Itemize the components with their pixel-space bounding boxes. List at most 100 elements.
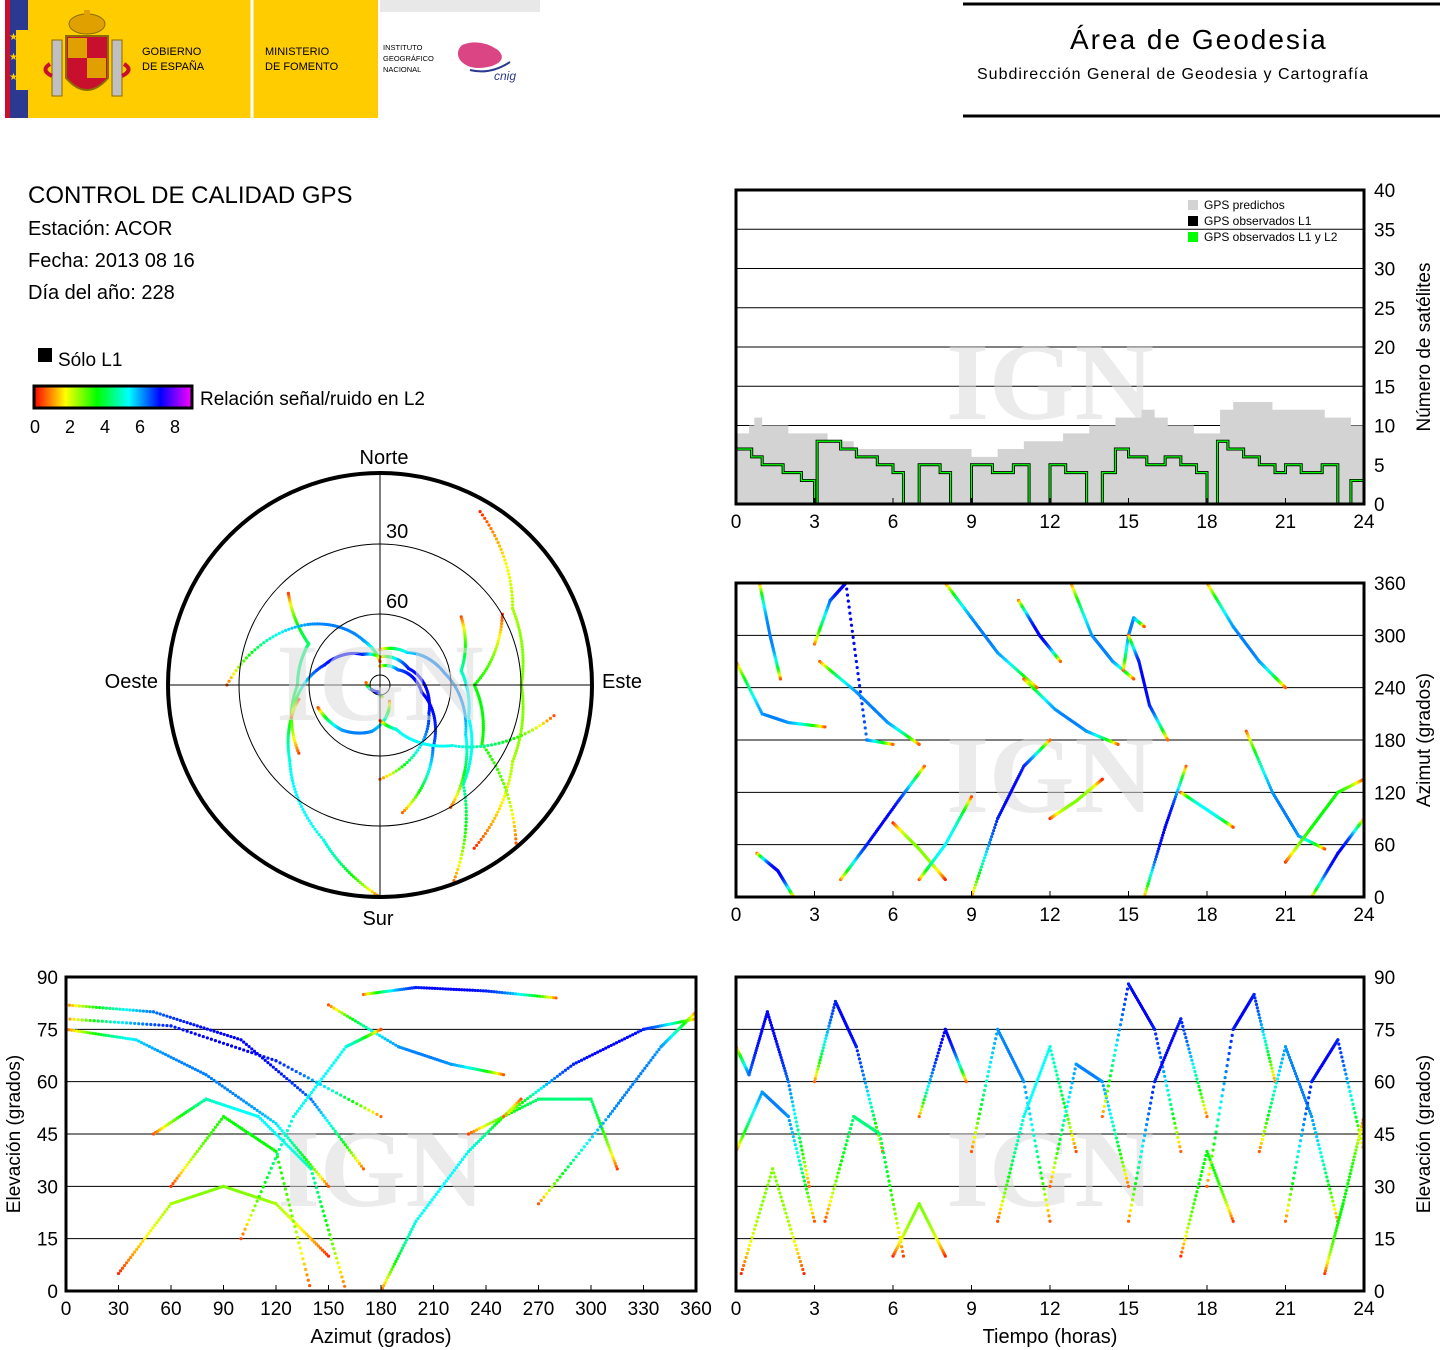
header-banner: ★ ★ ★ GOBIERNO DE ESPAÑA MINISTERIO DE F…: [5, 0, 1440, 118]
track-point: [744, 1255, 748, 1260]
track-point: [1118, 1152, 1123, 1156]
track-point: [355, 1102, 359, 1106]
sky-track-point: [514, 837, 518, 841]
track-point: [574, 1155, 578, 1159]
track-point: [464, 1152, 469, 1156]
track-point: [301, 1101, 306, 1105]
track-point: [832, 1187, 836, 1191]
y-tick-label: 120: [1374, 783, 1406, 804]
track-point: [221, 1041, 226, 1045]
track-point: [1117, 1148, 1122, 1152]
track-point: [937, 1047, 941, 1052]
track-point: [844, 1143, 848, 1147]
sky-track-point: [343, 866, 347, 871]
track-point: [161, 1013, 166, 1017]
sky-track-point: [463, 831, 467, 835]
track-point: [751, 1231, 755, 1235]
sky-track-point: [299, 623, 304, 628]
track-point: [120, 1021, 125, 1025]
watermark: IGN: [946, 1108, 1154, 1230]
track-point: [295, 1235, 300, 1239]
track-point: [81, 1004, 85, 1008]
track-point: [163, 1210, 167, 1214]
track-point: [1069, 1129, 1073, 1133]
track-point: [94, 1032, 98, 1036]
track-point: [314, 1186, 318, 1190]
track-point: [1021, 1118, 1025, 1123]
track-point: [450, 1171, 454, 1175]
track-point: [917, 1114, 921, 1119]
track-point: [1100, 1114, 1104, 1119]
track-point: [1050, 1053, 1054, 1057]
sky-track-point: [469, 754, 473, 759]
track-point: [432, 1195, 436, 1199]
track-point: [279, 1171, 283, 1175]
sky-track: [472, 612, 518, 850]
track-point: [849, 1123, 854, 1127]
track-point: [153, 1023, 157, 1027]
track-point: [787, 1223, 792, 1227]
track-point: [124, 1261, 129, 1265]
y-tick-label: 360: [1374, 574, 1406, 595]
sky-track-point: [510, 763, 514, 767]
track-point: [873, 1121, 878, 1125]
track-point: [339, 1093, 343, 1097]
track-point: [259, 1190, 263, 1194]
sky-track-point: [490, 757, 494, 762]
track-point: [348, 1016, 352, 1020]
track-point: [1028, 1112, 1032, 1116]
track-point: [295, 1086, 300, 1090]
track-point: [793, 1116, 798, 1120]
track-point: [239, 1097, 243, 1101]
sky-track-point: [268, 636, 272, 641]
track-point: [831, 1009, 835, 1013]
track-point: [199, 1144, 203, 1148]
track-point: [250, 1105, 254, 1109]
track-point: [1031, 1128, 1035, 1132]
sky-track-point: [247, 653, 251, 657]
sky-track-point: [509, 769, 513, 773]
track-point: [236, 1037, 240, 1041]
track-point: [306, 1076, 310, 1080]
track-point: [1126, 1184, 1131, 1188]
legend-label: GPS observados L1 y L2: [1204, 230, 1338, 244]
sky-track-point: [495, 645, 499, 649]
track-point: [978, 1107, 983, 1111]
track-point: [1118, 1023, 1123, 1027]
sky-track-point: [464, 827, 468, 831]
sky-track-point: [487, 662, 491, 666]
sky-track-point: [479, 837, 483, 842]
track-point: [1051, 1057, 1055, 1061]
track-point: [266, 1056, 270, 1060]
track-point: [253, 1204, 257, 1208]
track-point: [1132, 677, 1136, 681]
track-point: [335, 1132, 339, 1136]
track-point: [225, 1043, 230, 1047]
track-point: [994, 1037, 998, 1041]
sky-track-point: [498, 633, 502, 638]
track-point: [175, 1176, 179, 1180]
track-point: [297, 1106, 302, 1111]
track-point: [131, 1037, 135, 1041]
track-point: [330, 1089, 335, 1093]
track-point: [118, 1269, 123, 1273]
track-point: [850, 629, 854, 633]
sky-track-point: [464, 820, 468, 824]
track-point: [193, 1152, 197, 1156]
track-point: [528, 1094, 533, 1099]
sky-track-point: [289, 770, 293, 774]
sky-track-point: [307, 819, 311, 823]
sky-track-point: [489, 657, 494, 662]
sky-track-point: [548, 716, 553, 720]
track-point: [261, 1185, 265, 1189]
track-point: [440, 1184, 444, 1188]
ign-line1: INSTITUTO: [383, 43, 423, 52]
track-point: [992, 828, 996, 833]
track-point: [936, 1051, 940, 1055]
track-point: [973, 1131, 978, 1135]
track-point: [169, 1184, 173, 1188]
track-point: [815, 1070, 819, 1075]
track-point: [829, 1018, 833, 1022]
track-point: [209, 1076, 213, 1081]
